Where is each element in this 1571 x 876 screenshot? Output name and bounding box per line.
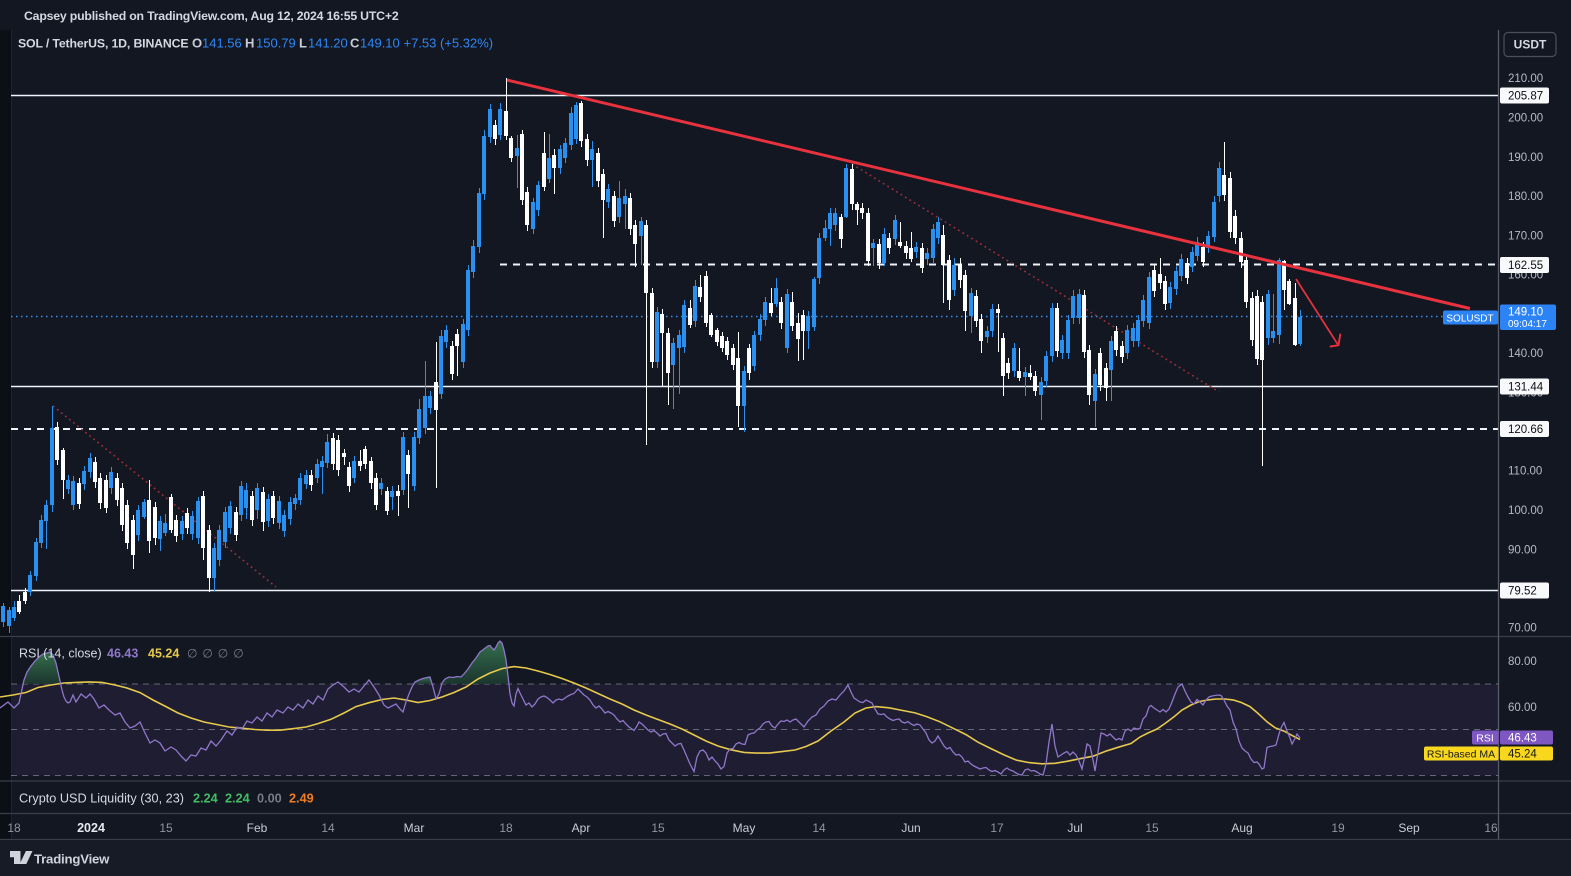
svg-text:16: 16 (1484, 821, 1498, 835)
svg-text:46.43: 46.43 (1508, 733, 1537, 745)
svg-text:2024: 2024 (77, 821, 105, 835)
svg-text:2.24: 2.24 (225, 792, 250, 806)
svg-text:110.00: 110.00 (1508, 466, 1542, 478)
svg-text:149.10: 149.10 (1508, 307, 1543, 319)
svg-text:RSI (14, close): RSI (14, close) (19, 647, 102, 661)
svg-text:09:04:17: 09:04:17 (1508, 319, 1547, 330)
svg-text:2.24: 2.24 (193, 792, 218, 806)
svg-text:15: 15 (651, 821, 665, 835)
svg-text:TradingView: TradingView (34, 852, 110, 867)
svg-text:19: 19 (1331, 821, 1345, 835)
svg-text:45.24: 45.24 (148, 647, 179, 661)
svg-text:14: 14 (321, 821, 335, 835)
svg-text:∅: ∅ (218, 647, 228, 661)
svg-text:46.43: 46.43 (107, 647, 138, 661)
svg-text:2.49: 2.49 (289, 792, 314, 806)
svg-text:C: C (350, 36, 360, 51)
svg-text:Mar: Mar (404, 821, 425, 835)
svg-text:170.00: 170.00 (1508, 231, 1543, 243)
svg-text:80.00: 80.00 (1508, 656, 1537, 668)
svg-text:Feb: Feb (247, 821, 268, 835)
svg-text:162.55: 162.55 (1508, 260, 1543, 272)
svg-text:140.00: 140.00 (1508, 348, 1543, 360)
svg-text:141.56: 141.56 (202, 36, 242, 51)
svg-text:180.00: 180.00 (1508, 191, 1543, 203)
svg-text:Apr: Apr (572, 821, 591, 835)
svg-text:190.00: 190.00 (1508, 152, 1543, 164)
svg-text:18: 18 (499, 821, 513, 835)
svg-text:14: 14 (812, 821, 826, 835)
svg-text:∅: ∅ (233, 647, 243, 661)
svg-text:131.44: 131.44 (1508, 382, 1544, 394)
svg-text:Aug: Aug (1231, 821, 1252, 835)
svg-text:15: 15 (1145, 821, 1159, 835)
svg-text:205.87: 205.87 (1508, 91, 1543, 103)
svg-text:90.00: 90.00 (1508, 545, 1537, 557)
svg-text:100.00: 100.00 (1508, 505, 1543, 517)
svg-text:45.24: 45.24 (1508, 749, 1537, 761)
svg-text:∅: ∅ (202, 647, 212, 661)
svg-text:17: 17 (990, 821, 1004, 835)
svg-text:Jun: Jun (901, 821, 920, 835)
svg-text:RSI-based MA: RSI-based MA (1427, 748, 1495, 760)
svg-text:SOLUSDT: SOLUSDT (1446, 313, 1493, 324)
svg-text:May: May (733, 821, 756, 835)
svg-text:18: 18 (7, 821, 21, 835)
svg-text:120.66: 120.66 (1508, 424, 1543, 436)
svg-text:O: O (192, 36, 202, 51)
svg-text:15: 15 (159, 821, 173, 835)
svg-text:∅: ∅ (187, 647, 197, 661)
svg-text:Capsey published on TradingVie: Capsey published on TradingView.com, Aug… (24, 9, 399, 23)
svg-text:79.52: 79.52 (1508, 586, 1537, 598)
svg-text:Sep: Sep (1398, 821, 1420, 835)
svg-text:210.00: 210.00 (1508, 73, 1543, 85)
svg-text:RSI: RSI (1476, 732, 1494, 744)
svg-text:H: H (245, 36, 254, 51)
svg-text:SOL / TetherUS, 1D, BINANCE: SOL / TetherUS, 1D, BINANCE (18, 37, 188, 51)
svg-text:60.00: 60.00 (1508, 702, 1537, 714)
svg-text:+7.53 (+5.32%): +7.53 (+5.32%) (404, 36, 494, 51)
svg-text:70.00: 70.00 (1508, 623, 1537, 635)
svg-text:200.00: 200.00 (1508, 113, 1543, 125)
svg-text:0.00: 0.00 (257, 792, 282, 806)
svg-text:Jul: Jul (1067, 821, 1082, 835)
svg-text:150.79: 150.79 (256, 36, 296, 51)
svg-text:141.20: 141.20 (308, 36, 348, 51)
svg-text:USDT: USDT (1514, 38, 1547, 52)
svg-text:L: L (299, 36, 307, 51)
svg-text:149.10: 149.10 (360, 36, 400, 51)
svg-text:Crypto USD Liquidity (30, 23): Crypto USD Liquidity (30, 23) (19, 792, 184, 806)
